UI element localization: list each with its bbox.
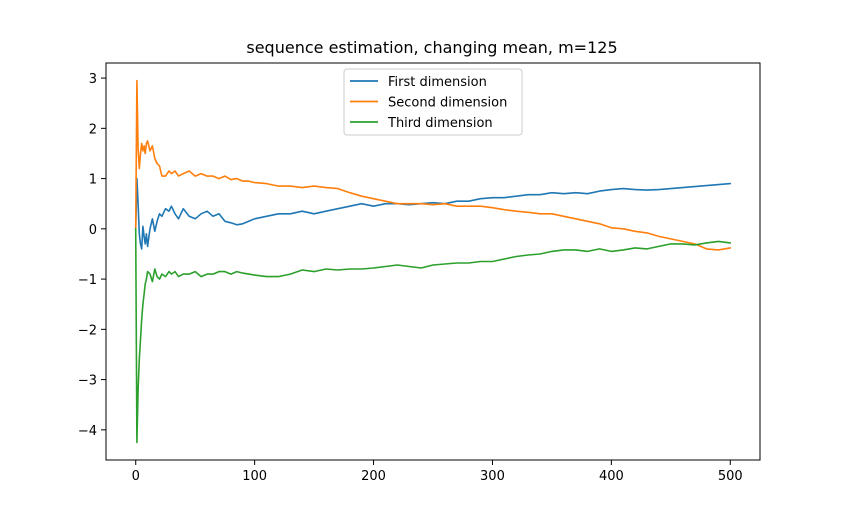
plot-lines	[134, 79, 732, 444]
legend-label: First dimension	[388, 75, 487, 90]
x-tick-label: 300	[480, 469, 505, 484]
legend-label: Second dimension	[388, 96, 507, 111]
legend: First dimension Second dimension Third dim…	[343, 68, 523, 136]
plot-frame	[105, 62, 761, 461]
y-tick-label: −2	[78, 323, 97, 338]
x-tick-label: 200	[361, 469, 386, 484]
y-tick-label: −4	[78, 424, 97, 439]
x-tick-label: 400	[599, 469, 624, 484]
legend-label: Third dimension	[387, 116, 493, 131]
legend-box	[343, 68, 523, 136]
y-tick-label: 2	[89, 122, 97, 137]
y-tick-label: −3	[78, 374, 97, 389]
x-tick-label: 0	[132, 469, 140, 484]
chart-title: sequence estimation, changing mean, m=12…	[246, 38, 617, 57]
y-tick-label: −1	[78, 273, 97, 288]
y-tick-label: 0	[89, 223, 97, 238]
y-tick-label: 1	[89, 173, 97, 188]
x-axis: 0 100 200 300 400 500	[132, 460, 743, 484]
y-axis: 3 2 1 0 −1 −2 −3 −4	[78, 72, 106, 439]
x-tick-label: 500	[718, 469, 743, 484]
series-line-1	[134, 177, 732, 250]
series-line-3	[134, 228, 732, 444]
x-tick-label: 100	[242, 469, 267, 484]
y-tick-label: 3	[89, 72, 97, 87]
series-line-2	[134, 79, 732, 251]
